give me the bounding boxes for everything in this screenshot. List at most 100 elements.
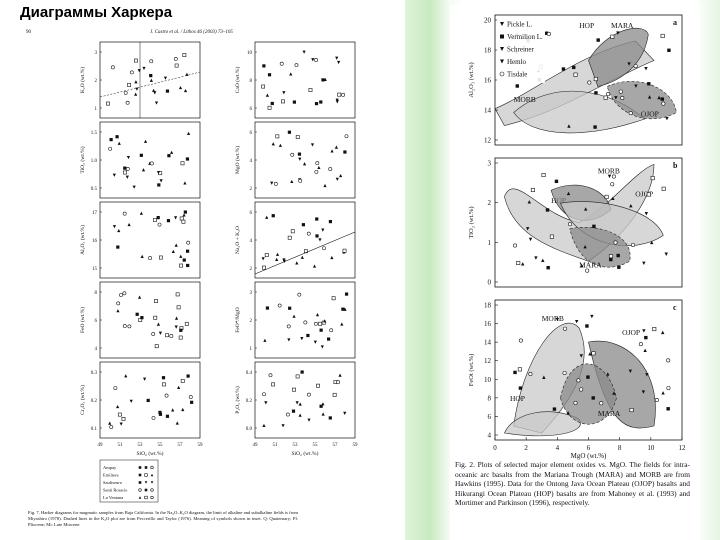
symbol [165, 89, 170, 93]
symbol [627, 62, 631, 66]
symbol [334, 145, 338, 149]
plot-frame [99, 121, 201, 199]
symbol [278, 143, 282, 147]
legend-label: Schreiner [507, 46, 534, 54]
symbol [561, 67, 566, 71]
y-axis-label: Na₂O + K₂O [235, 226, 241, 254]
symbol [279, 61, 284, 66]
symbol [295, 401, 299, 405]
symbol [154, 344, 159, 349]
symbol [588, 352, 592, 356]
symbol [150, 473, 154, 477]
symbol [154, 299, 158, 303]
symbol [633, 64, 638, 69]
symbol [666, 386, 671, 391]
symbol [150, 488, 154, 492]
symbol [265, 215, 269, 219]
symbol [132, 185, 136, 189]
y-tick-label: 16 [484, 320, 492, 328]
symbol [344, 292, 349, 296]
symbol [343, 411, 347, 416]
symbol [179, 328, 183, 332]
y-tick-label: 18 [484, 47, 492, 55]
symbol [665, 116, 669, 121]
symbol [610, 182, 615, 187]
y-tick-label: 18 [484, 302, 492, 310]
x-tick-label: 51 [118, 443, 124, 448]
y-tick-label: 2 [250, 319, 253, 324]
y-tick-label: 2 [488, 199, 492, 207]
plot-frame [254, 361, 356, 439]
symbol [151, 415, 156, 420]
symbol [298, 413, 302, 417]
symbol [650, 176, 655, 181]
symbol [549, 234, 554, 239]
symbol [267, 73, 272, 77]
symbol [530, 187, 535, 192]
symbol [186, 263, 190, 268]
y-tick-label: 0.0 [246, 427, 253, 432]
x-tick-label: 53 [138, 443, 144, 448]
symbol [173, 56, 178, 61]
right-caption: Fig. 2. Plots of selected major element … [455, 460, 690, 508]
symbol [112, 173, 116, 177]
symbol [644, 211, 649, 216]
symbol [604, 194, 609, 199]
y-axis-label: MgO (wt.%) [234, 146, 241, 174]
x-tick-label: 53 [293, 443, 299, 448]
symbol [608, 254, 613, 259]
symbol [137, 69, 141, 73]
symbol [657, 95, 661, 100]
y-tick-label: 1 [250, 347, 253, 352]
y-tick-label: 6 [250, 131, 253, 136]
page-number: 90 [26, 30, 32, 35]
symbol [315, 161, 320, 166]
y-tick-label: 4 [250, 239, 253, 244]
symbol [184, 321, 189, 326]
symbol [303, 320, 308, 325]
symbol [275, 252, 280, 256]
symbol [106, 101, 110, 106]
y-tick-label: 14 [484, 107, 492, 115]
symbol [179, 263, 183, 268]
symbol [268, 373, 273, 378]
symbol [180, 161, 185, 166]
symbol [138, 481, 142, 484]
symbol [542, 375, 546, 379]
symbol [271, 382, 275, 387]
y-tick-label: 8 [488, 394, 492, 402]
symbol [262, 265, 266, 270]
symbol [500, 59, 504, 64]
symbol [644, 66, 648, 71]
symbol [587, 80, 592, 85]
field-label: MARA [598, 409, 621, 418]
symbol [291, 409, 296, 413]
symbol [287, 130, 292, 134]
symbol [341, 92, 346, 97]
symbol [126, 155, 131, 160]
symbol [321, 402, 325, 406]
symbol [513, 370, 517, 375]
y-axis-label: FeOt (wt.%) [468, 354, 475, 387]
symbol [159, 179, 163, 183]
symbol [149, 78, 153, 82]
symbol [153, 315, 158, 320]
symbol [295, 374, 300, 379]
y-tick-label: 8 [250, 79, 253, 84]
symbol [646, 192, 651, 197]
symbol [123, 90, 128, 95]
x-tick-label: 10 [647, 444, 655, 452]
symbol [125, 100, 130, 105]
symbol [311, 58, 315, 62]
symbol [142, 66, 146, 71]
x-tick-label: 57 [178, 443, 184, 448]
symbol [181, 407, 185, 412]
field [513, 90, 646, 134]
x-tick-label: 2 [524, 444, 528, 452]
symbol [139, 211, 143, 215]
symbol [134, 58, 138, 63]
symbol [273, 181, 278, 186]
symbol [135, 87, 139, 91]
symbol [544, 31, 549, 35]
